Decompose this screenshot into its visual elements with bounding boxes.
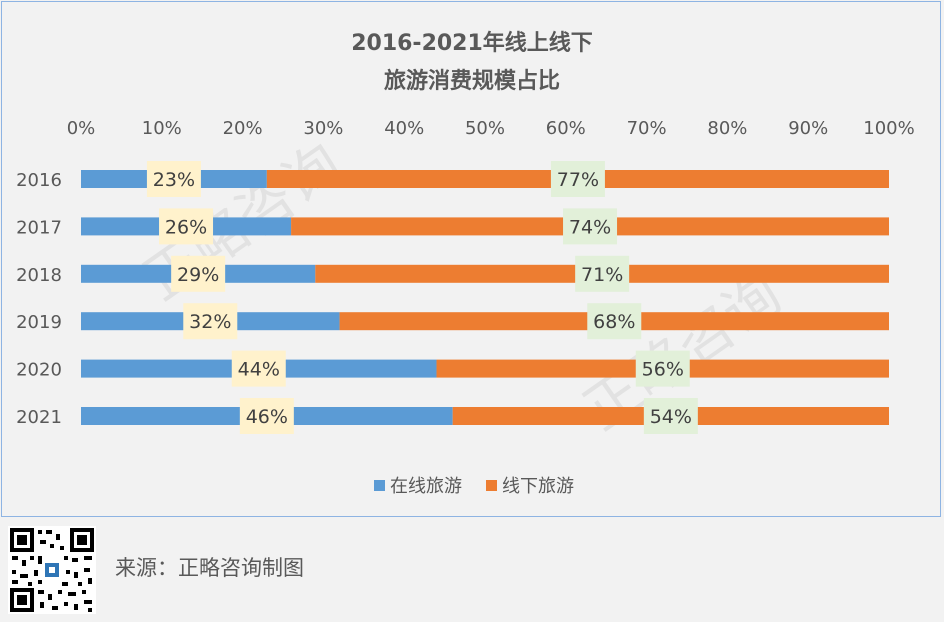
data-label: 23% xyxy=(153,169,195,191)
x-tick-label: 40% xyxy=(384,118,424,139)
data-label-box xyxy=(171,255,226,292)
legend: 在线旅游 线下旅游 xyxy=(374,476,574,497)
x-axis-ticks: 0% 10% 20% 30% 40% 50% 60% 70% 80% 90% 100% xyxy=(67,118,915,139)
y-tick-label: 2020 xyxy=(16,360,62,381)
y-tick-label: 2019 xyxy=(16,312,62,333)
data-label-box xyxy=(563,208,618,245)
data-label: 74% xyxy=(569,216,611,238)
data-label-box xyxy=(550,161,605,197)
data-label-box xyxy=(643,398,698,434)
data-label-box xyxy=(239,398,294,434)
data-label: 26% xyxy=(165,216,207,238)
y-axis-labels: 2016 2017 2018 2019 2020 2021 xyxy=(16,170,62,428)
data-label-box xyxy=(587,303,642,340)
legend-swatch xyxy=(486,480,497,491)
data-label-box xyxy=(635,350,690,387)
y-tick-label: 2018 xyxy=(16,265,62,286)
chart-title: 2016-2021年线上线下 xyxy=(351,30,593,56)
data-label-box xyxy=(159,208,214,245)
y-tick-label: 2017 xyxy=(16,217,62,238)
x-tick-label: 50% xyxy=(465,118,505,139)
chart-frame: 正略咨询正略咨询 2016-2021年线上线下 旅游消费规模占比 0%10%20… xyxy=(1,1,941,517)
data-label: 29% xyxy=(177,264,219,286)
x-tick-label: 0% xyxy=(67,118,96,139)
data-label: 32% xyxy=(189,311,231,333)
x-tick-label: 30% xyxy=(303,118,343,139)
data-label: 54% xyxy=(650,406,692,428)
x-tick-label: 60% xyxy=(546,118,586,139)
legend-label: 线下旅游 xyxy=(502,476,574,497)
data-label-box xyxy=(183,303,238,340)
stacked-bar-chart: 正略咨询正略咨询 2016-2021年线上线下 旅游消费规模占比 0%10%20… xyxy=(16,30,915,497)
data-label-box xyxy=(231,350,286,387)
data-label: 71% xyxy=(581,264,623,286)
data-label: 46% xyxy=(246,406,288,428)
data-label-box xyxy=(575,255,630,292)
x-tick-label: 100% xyxy=(863,118,914,139)
legend-label: 在线旅游 xyxy=(390,476,462,497)
y-tick-label: 2021 xyxy=(16,407,62,428)
x-tick-label: 70% xyxy=(627,118,667,139)
data-label: 77% xyxy=(557,169,599,191)
qr-code-icon[interactable] xyxy=(8,526,96,614)
data-label: 68% xyxy=(593,311,635,333)
x-tick-label: 80% xyxy=(707,118,747,139)
chart-subtitle: 旅游消费规模占比 xyxy=(384,68,560,94)
footer: 来源：正略咨询制图 xyxy=(0,520,944,622)
data-labels: 23% 77% 26% 74% 29% 71% 32% 68% 44% 56% 46% 54% xyxy=(146,161,698,434)
data-label: 56% xyxy=(642,359,684,381)
x-tick-label: 10% xyxy=(142,118,182,139)
data-label-box xyxy=(146,161,201,197)
data-label: 44% xyxy=(238,359,280,381)
source-note: 来源：正略咨询制图 xyxy=(115,556,304,580)
y-tick-label: 2016 xyxy=(16,170,62,191)
x-tick-label: 90% xyxy=(788,118,828,139)
legend-swatch xyxy=(374,480,385,491)
x-tick-label: 20% xyxy=(223,118,263,139)
